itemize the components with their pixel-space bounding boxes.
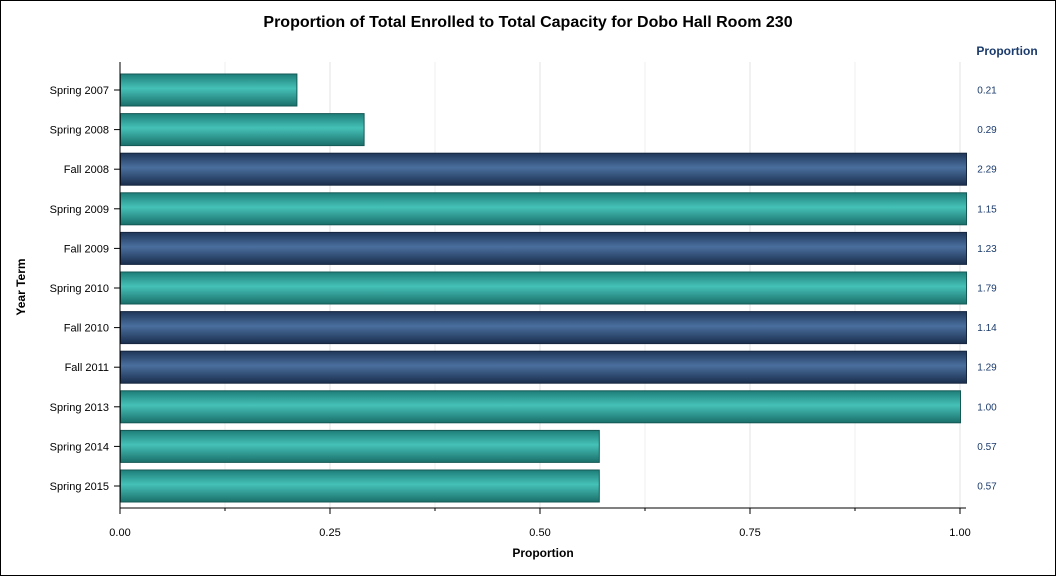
value-label: 0.21 <box>977 86 997 97</box>
x-tick-label: 0.00 <box>109 527 130 539</box>
x-axis-label: Proportion <box>512 546 573 560</box>
y-tick-label: Fall 2008 <box>64 164 109 176</box>
y-tick-label: Spring 2010 <box>50 283 109 295</box>
y-tick-label: Fall 2010 <box>64 323 109 335</box>
y-axis-label: Year Term <box>14 258 28 315</box>
bar-fall-2011 <box>120 350 967 384</box>
x-tick-label: 0.25 <box>319 527 340 539</box>
y-tick-label: Spring 2013 <box>50 402 109 414</box>
bars <box>120 73 967 503</box>
value-label: 0.57 <box>977 442 997 453</box>
bar-fall-2008 <box>120 152 967 186</box>
value-label: 1.14 <box>977 323 997 334</box>
bar-spring-2010 <box>120 271 967 305</box>
chart-title: Proportion of Total Enrolled to Total Ca… <box>263 14 792 31</box>
value-label: 2.29 <box>977 165 997 176</box>
value-labels: 0.21 0.29 2.29 1.15 1.23 1.79 1.14 1.29 1.00 0.57… <box>977 86 997 493</box>
x-tick-label: 0.75 <box>739 527 760 539</box>
bar-fall-2009 <box>120 231 967 265</box>
bar-spring-2013 <box>120 390 961 424</box>
value-label: 1.23 <box>977 244 997 255</box>
y-tick-label: Spring 2014 <box>50 441 109 453</box>
value-label: 1.29 <box>977 363 997 374</box>
bar-spring-2015 <box>120 469 600 503</box>
y-ticks: Spring 2007 Spring 2008 Fall 2008 Spring 20… <box>50 85 120 493</box>
x-tick-label: 0.50 <box>529 527 550 539</box>
value-label: 0.29 <box>977 125 997 136</box>
value-label: 1.15 <box>977 204 997 215</box>
y-tick-label: Spring 2007 <box>50 85 109 97</box>
y-tick-label: Fall 2009 <box>64 243 109 255</box>
y-tick-label: Spring 2008 <box>50 125 109 137</box>
value-label: 1.00 <box>977 402 997 413</box>
value-column-header: Proportion <box>976 44 1037 58</box>
y-tick-label: Fall 2011 <box>65 362 109 374</box>
bar-spring-2014 <box>120 429 600 463</box>
bar-spring-2007 <box>120 73 298 107</box>
value-label: 0.57 <box>977 482 997 493</box>
y-tick-label: Spring 2015 <box>50 481 109 493</box>
x-ticks: 0.00 0.25 0.50 0.75 1.00 <box>109 508 971 539</box>
value-label: 1.79 <box>977 284 997 295</box>
bar-spring-2009 <box>120 192 967 226</box>
x-tick-label: 1.00 <box>949 527 970 539</box>
bar-fall-2010 <box>120 311 967 345</box>
bar-spring-2008 <box>120 113 365 147</box>
y-tick-label: Spring 2009 <box>50 204 109 216</box>
